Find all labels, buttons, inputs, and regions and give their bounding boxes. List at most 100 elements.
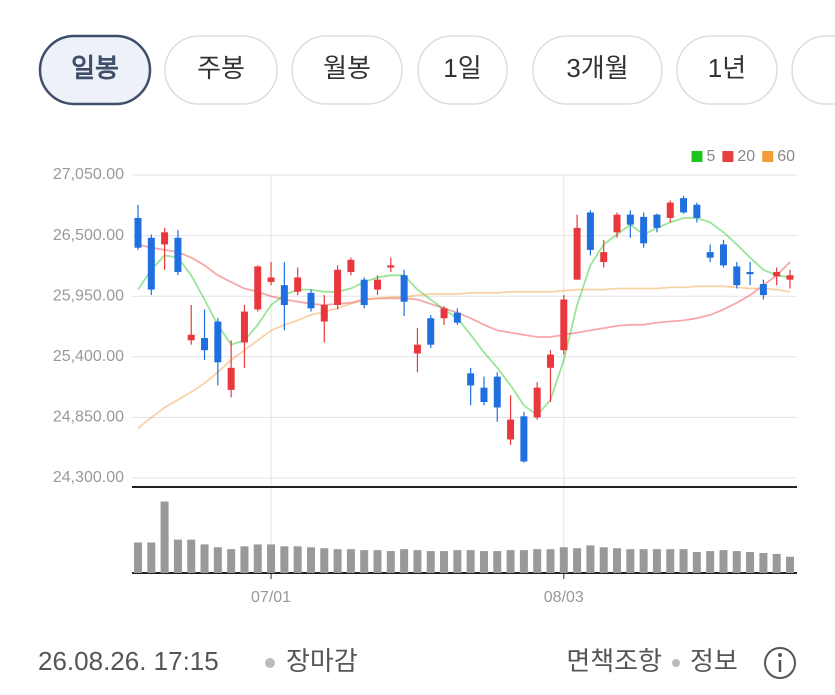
volume-bar (519, 550, 528, 573)
candle-body (746, 271, 754, 275)
candle-body (240, 311, 248, 343)
legend-label: 5 (707, 148, 716, 165)
market-status: 장마감 (286, 646, 358, 676)
candle-body (533, 387, 541, 418)
candle-body (161, 232, 169, 245)
x-tick-label: 08/03 (544, 589, 584, 606)
volume-bar (573, 548, 582, 573)
volume-bar (333, 549, 342, 573)
candle-body (560, 299, 568, 351)
legend-swatch (722, 151, 734, 162)
tab-pill (291, 35, 403, 105)
candle-body (666, 202, 674, 218)
info-link[interactable]: 정보 (690, 646, 738, 676)
tab-label: 3개월 (566, 53, 628, 83)
separator (672, 659, 680, 667)
disclaimer-link[interactable]: 면책조항 (566, 646, 662, 676)
tab[interactable]: 3개월 (532, 35, 663, 105)
timestamp: 26.08.26. 17:15 (38, 646, 219, 676)
candle-body (693, 204, 701, 218)
volume-bar (772, 553, 781, 573)
volume-bar (173, 539, 182, 573)
tab-pill (417, 35, 508, 105)
volume-bar (759, 552, 768, 573)
volume-bar (652, 549, 661, 573)
volume-bar (240, 546, 249, 573)
candle-body (267, 277, 275, 282)
candle-body (320, 305, 328, 322)
tab-bar: 일봉 주봉 월봉 1일 3개월 1년 3 (38, 34, 835, 106)
volume-bar (679, 549, 688, 573)
candle-body (706, 252, 714, 258)
tab[interactable]: 일봉 (38, 34, 152, 106)
volume-bar (200, 544, 209, 573)
volume-bar (639, 549, 648, 573)
candle-body (467, 373, 475, 386)
candle-body (294, 277, 302, 292)
candle-body (280, 285, 288, 306)
tab[interactable]: 1년 (676, 35, 778, 105)
volume-bar (413, 550, 422, 573)
tab[interactable]: 월봉 (291, 35, 403, 105)
candle-body (653, 214, 661, 228)
candle-body (680, 198, 688, 213)
tab[interactable]: 1일 (417, 35, 508, 105)
candle-body (546, 354, 554, 368)
volume-bar (466, 550, 475, 573)
volume-bar (493, 551, 502, 573)
y-tick-label: 24,300.00 (53, 469, 124, 486)
candle-body (640, 216, 648, 244)
candle-body (147, 237, 155, 290)
volume-bar (320, 548, 329, 573)
volume-bar (253, 544, 262, 573)
tab-label: 1년 (708, 53, 746, 83)
volume-bar (360, 550, 369, 573)
volume-bar (559, 547, 568, 573)
volume-bar (746, 552, 755, 573)
volume-bar (786, 556, 794, 573)
ma-line (137, 217, 791, 417)
candle-body (773, 271, 781, 277)
candle-body (254, 266, 262, 310)
tab-label: 1일 (443, 53, 481, 83)
y-tick-label: 25,400.00 (53, 348, 124, 365)
tab-label: 주봉 (197, 53, 245, 83)
tab[interactable]: 주봉 (164, 35, 278, 105)
candle-body (719, 244, 727, 266)
volume-bar (267, 544, 276, 573)
candle-body (347, 259, 355, 272)
tab[interactable]: 3 (791, 35, 835, 105)
candle-body (440, 308, 448, 319)
candle-body (600, 252, 608, 263)
candle-body (759, 284, 767, 296)
candle-body (413, 344, 421, 354)
candle-body (573, 227, 581, 280)
candle-body (453, 312, 461, 323)
volume-bar (546, 549, 555, 573)
candle-body (360, 279, 368, 306)
candle-body (134, 217, 142, 248)
tab-pill (164, 35, 278, 105)
chart: 24,300.00 24,850.00 25,400.00 25,950.00 26,5… (53, 148, 797, 606)
candle-body (334, 269, 342, 306)
ma-line (137, 243, 791, 338)
volume-bar (227, 549, 236, 573)
volume-bar (440, 551, 449, 573)
tab-pill (791, 35, 835, 105)
candle-body (187, 334, 195, 341)
tab-label: 일봉 (71, 53, 119, 83)
volume-bar (533, 549, 542, 573)
x-tick-label: 07/01 (251, 589, 291, 606)
volume-bar (400, 549, 409, 573)
info-icon[interactable] (764, 647, 796, 679)
footer: 26.08.26. 17:15 장마감 면책조항 정보 (38, 646, 796, 679)
candle-body (613, 214, 621, 233)
candle-body (733, 266, 741, 286)
y-tick-label: 26,500.00 (53, 227, 124, 244)
volume-bar (613, 548, 622, 573)
y-tick-label: 24,850.00 (53, 409, 124, 426)
candle-body (227, 367, 235, 390)
volume-bar (386, 551, 395, 573)
candle-body (374, 279, 382, 290)
volume-bar (453, 550, 462, 573)
